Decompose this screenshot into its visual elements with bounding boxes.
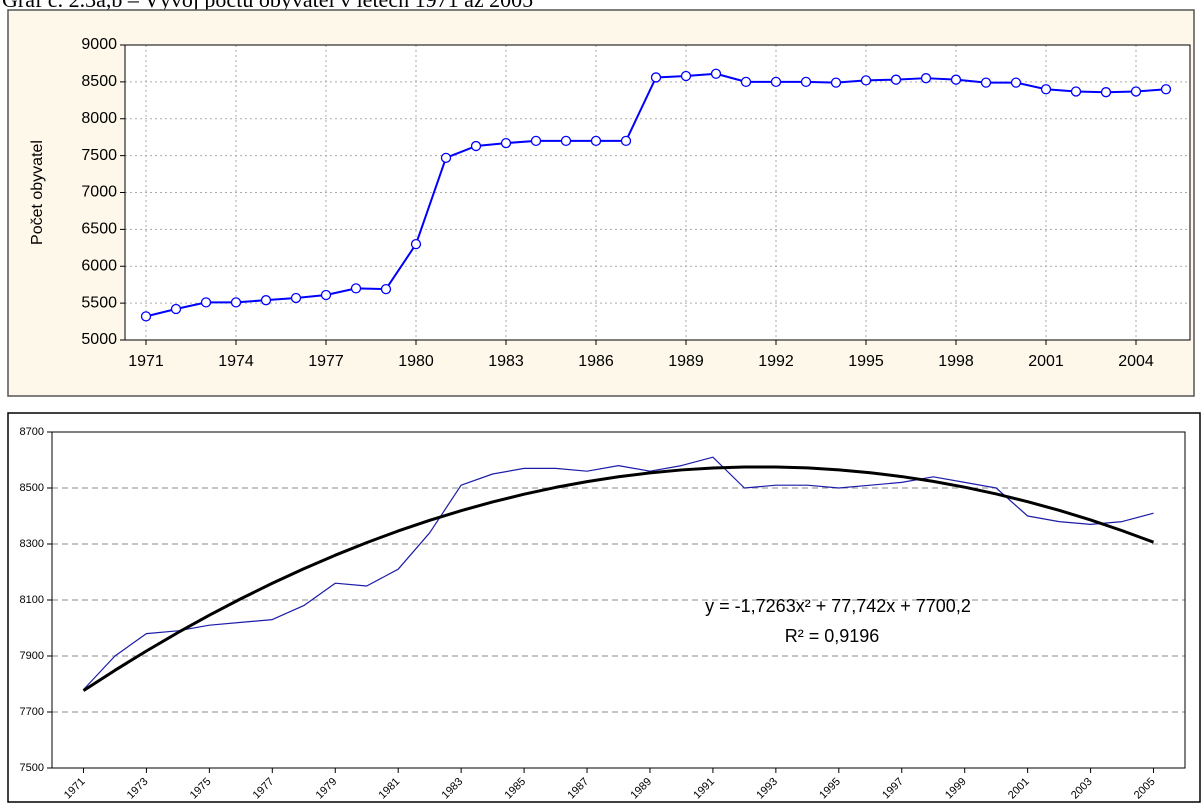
point <box>590 135 602 147</box>
point <box>830 77 842 88</box>
point <box>200 297 212 308</box>
point <box>710 68 722 79</box>
x-tick-label: 2004 <box>1118 353 1154 370</box>
y-tick-label: 8500 <box>81 73 117 90</box>
x-tick-label: 1986 <box>578 353 614 370</box>
point <box>800 76 812 88</box>
point <box>650 72 662 83</box>
y-tick-label: 8700 <box>20 426 44 438</box>
y-tick-label: 7500 <box>81 147 117 164</box>
point <box>410 238 422 250</box>
y-tick-label: 7700 <box>20 706 44 718</box>
point <box>500 137 512 149</box>
y-tick-label: 6500 <box>81 221 117 238</box>
point <box>980 77 992 88</box>
point <box>1070 86 1082 97</box>
point <box>350 283 362 294</box>
series-line <box>83 456 1154 691</box>
point <box>680 70 692 82</box>
y-tick-label: 8100 <box>20 594 44 606</box>
x-tick-label: 1977 <box>308 353 344 370</box>
point <box>1040 84 1052 95</box>
point <box>1010 77 1022 88</box>
y-tick-label: 7900 <box>20 650 44 662</box>
point <box>320 289 332 301</box>
point <box>290 292 302 304</box>
point <box>260 295 272 306</box>
x-tick-label: 1974 <box>218 353 254 370</box>
y-tick-label: 8000 <box>81 110 117 127</box>
x-tick-label: 2001 <box>1028 353 1064 370</box>
point <box>140 311 152 322</box>
annotation: R² = 0,9196 <box>785 626 880 646</box>
point <box>1130 86 1142 97</box>
x-tick-label: 1971 <box>128 353 164 370</box>
point <box>740 76 752 88</box>
x-tick-label: 1992 <box>758 353 794 370</box>
point <box>620 135 632 147</box>
x-tick-label: 1983 <box>488 353 524 370</box>
y-tick-label: 7500 <box>20 762 44 774</box>
plot-border <box>124 44 1191 341</box>
point <box>1160 84 1172 95</box>
y-tick-label: 7000 <box>81 184 117 201</box>
y-tick-label: 8500 <box>20 482 44 494</box>
point <box>230 297 242 308</box>
y-tick-label: 8300 <box>20 538 44 550</box>
y-tick-label: 6000 <box>81 257 117 274</box>
point <box>920 73 932 84</box>
annotation: y = -1,7263x² + 77,742x + 7700,2 <box>705 596 971 616</box>
point <box>860 75 872 86</box>
point <box>380 283 392 295</box>
point <box>1100 87 1112 98</box>
plot-border <box>51 431 1186 769</box>
x-tick-label: 1995 <box>848 353 884 370</box>
point <box>170 303 182 315</box>
point <box>950 74 962 85</box>
x-tick-label: 1998 <box>938 353 974 370</box>
y-tick-label: 5000 <box>81 331 117 348</box>
x-tick-label: 1980 <box>398 353 434 370</box>
trend-line <box>82 465 1155 692</box>
plot-area <box>125 45 1190 340</box>
point <box>470 140 482 152</box>
page-title: Graf č. 2.3a,b – Vývoj počtu obyvatel v … <box>2 0 533 12</box>
point <box>560 135 572 147</box>
y-tick-label: 9000 <box>81 36 117 53</box>
x-tick-label: 1989 <box>668 353 704 370</box>
point <box>530 135 542 147</box>
point <box>890 74 902 85</box>
point <box>770 76 782 88</box>
y-axis-label: Počet obyvatel <box>29 140 46 245</box>
point <box>440 152 452 163</box>
y-tick-label: 5500 <box>81 294 117 311</box>
